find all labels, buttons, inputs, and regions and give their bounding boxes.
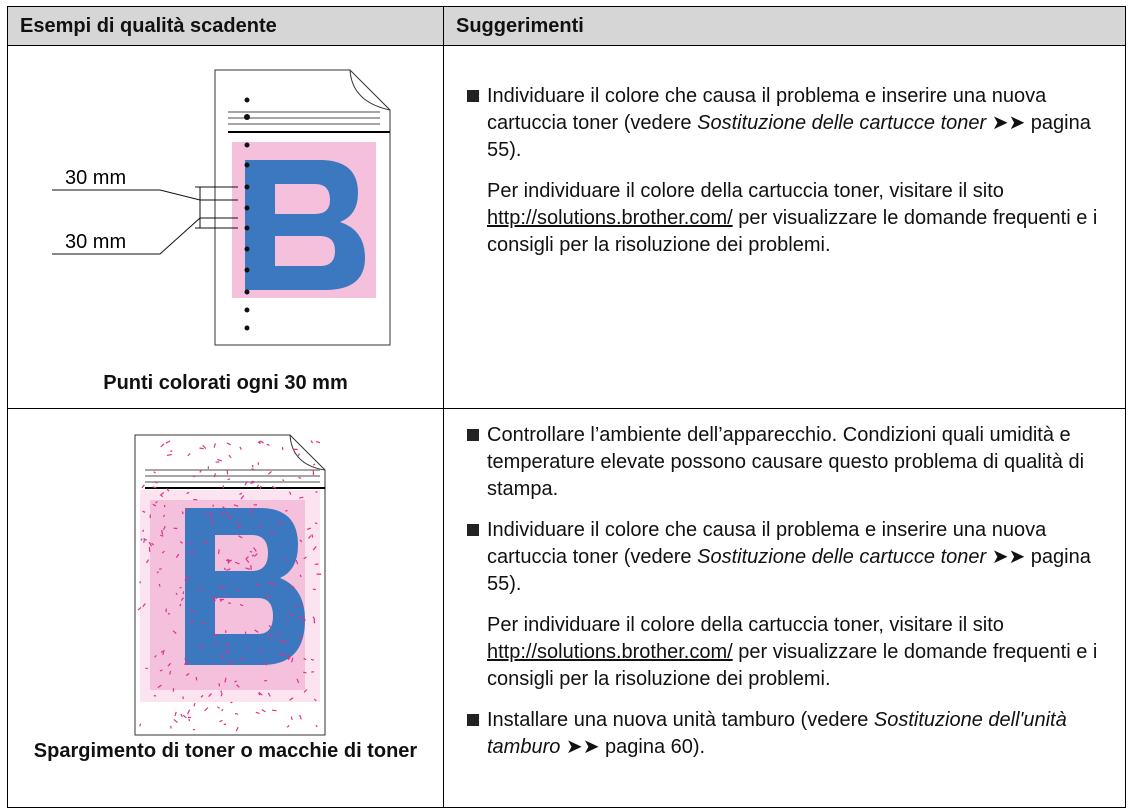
speckle xyxy=(170,451,172,452)
speckle xyxy=(311,441,313,443)
caption: Punti colorati ogni 30 mm xyxy=(7,370,444,397)
letter-b xyxy=(245,160,365,290)
speckle xyxy=(154,696,156,697)
speckle xyxy=(211,519,212,521)
speckle xyxy=(250,551,252,552)
text: Sostituzione delle cartucce toner xyxy=(697,546,986,568)
speckle xyxy=(168,613,170,614)
speckle xyxy=(315,564,319,565)
speckle xyxy=(299,477,301,478)
speckle xyxy=(252,465,253,467)
text: Per individuare il colore della cartucci… xyxy=(487,180,1004,202)
text: Controllare l’ambiente dell’apparecchio.… xyxy=(487,424,1084,500)
note: Per individuare il colore della cartucci… xyxy=(467,178,1115,259)
link[interactable]: http://solutions.brother.com/ xyxy=(487,207,733,229)
speckle xyxy=(149,547,150,552)
speckle xyxy=(303,672,306,673)
speckle xyxy=(184,659,186,660)
text: Spargimento di toner o macchie di toner xyxy=(34,740,417,762)
speckle xyxy=(180,604,181,606)
speckle xyxy=(159,584,160,587)
text: Sostituzione delle cartucce toner xyxy=(697,112,986,134)
speckle xyxy=(200,448,204,449)
text: Punti colorati ogni 30 mm xyxy=(103,372,347,394)
speckle xyxy=(300,575,301,577)
speckle xyxy=(143,530,144,532)
speckle xyxy=(260,486,261,489)
dimension-label: 30 mm xyxy=(65,231,126,253)
speckle xyxy=(224,568,225,570)
speckle xyxy=(316,441,320,442)
speckle xyxy=(160,670,163,671)
speckle xyxy=(315,523,317,524)
speckle xyxy=(247,645,248,647)
speckle xyxy=(252,469,255,470)
speckle xyxy=(268,583,273,584)
caption: Spargimento di toner o macchie di toner xyxy=(27,738,424,765)
speckle xyxy=(284,560,287,561)
speckle xyxy=(224,724,226,725)
header-text: Suggerimenti xyxy=(456,15,584,37)
text: Per individuare il colore della cartucci… xyxy=(487,614,1004,636)
bullet-item: Installare una nuova unità tamburo (vede… xyxy=(467,707,1115,761)
note: Per individuare il colore della cartucci… xyxy=(467,612,1115,693)
speckle xyxy=(213,505,214,507)
speckle xyxy=(235,714,238,715)
speckle xyxy=(312,534,313,537)
speckle xyxy=(311,672,314,673)
speckle xyxy=(144,540,145,543)
illustrations: 30 mm 30 mm xyxy=(7,0,447,796)
speckle xyxy=(311,659,314,660)
speckle xyxy=(219,683,220,686)
bullet-item: Individuare il colore che causa il probl… xyxy=(467,83,1115,164)
header-cell: Suggerimenti xyxy=(443,6,1126,46)
speckle xyxy=(219,549,220,554)
speckle xyxy=(201,644,202,648)
dimension-label: 30 mm xyxy=(65,167,126,189)
speckle xyxy=(301,605,303,606)
text: Installare una nuova unità tamburo (vede… xyxy=(487,709,874,731)
link[interactable]: http://solutions.brother.com/ xyxy=(487,641,733,663)
speckle xyxy=(220,600,222,601)
speckle xyxy=(193,476,195,477)
speckle xyxy=(213,634,218,635)
suggestions: Individuare il colore che causa il probl… xyxy=(467,83,1115,273)
speckle xyxy=(251,565,252,570)
speckle xyxy=(183,591,184,594)
suggestions: Controllare l’ambiente dell’apparecchio.… xyxy=(467,422,1115,775)
speckle xyxy=(315,492,317,493)
speckle xyxy=(259,649,262,650)
speckle xyxy=(268,635,273,636)
speckle xyxy=(161,651,163,652)
text: ➤➤ pagina 60). xyxy=(560,736,705,758)
speckle xyxy=(228,479,231,480)
bullet-item: Controllare l’ambiente dell’apparecchio.… xyxy=(467,422,1115,503)
speckle xyxy=(170,671,171,675)
bullet-item: Individuare il colore che causa il probl… xyxy=(467,517,1115,598)
